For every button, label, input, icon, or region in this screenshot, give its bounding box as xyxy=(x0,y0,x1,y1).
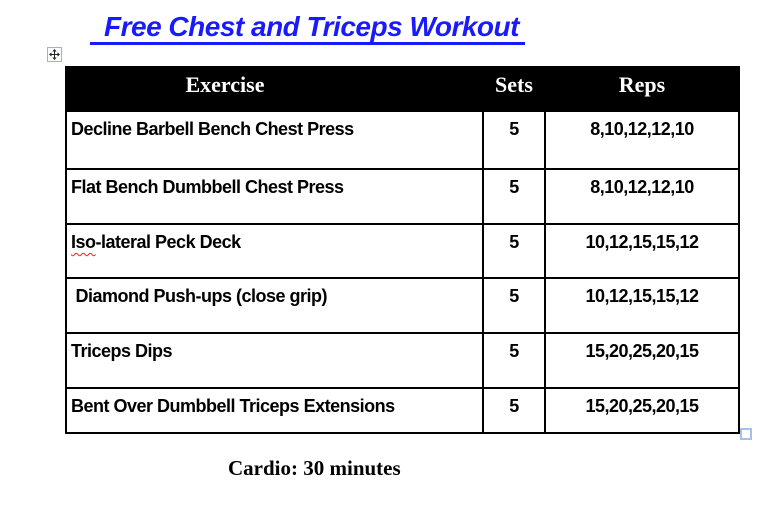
reps-cell[interactable]: 10,12,15,15,12 xyxy=(544,277,740,334)
reps-cell[interactable]: 10,12,15,15,12 xyxy=(544,223,740,279)
table-row: Triceps Dips 5 15,20,25,20,15 xyxy=(65,332,740,389)
header-reps[interactable]: Reps xyxy=(544,66,740,112)
move-icon xyxy=(49,49,60,60)
header-exercise[interactable]: Exercise xyxy=(65,66,484,112)
sets-cell[interactable]: 5 xyxy=(482,168,546,225)
exercise-cell[interactable]: Triceps Dips xyxy=(65,332,484,389)
table-row: Diamond Push-ups (close grip) 5 10,12,15… xyxy=(65,277,740,334)
reps-cell[interactable]: 15,20,25,20,15 xyxy=(544,387,740,434)
page-title[interactable]: Free Chest and Triceps Workout xyxy=(90,12,525,45)
header-sets[interactable]: Sets xyxy=(482,66,546,112)
table-row: Decline Barbell Bench Chest Press 5 8,10… xyxy=(65,110,740,170)
sets-cell[interactable]: 5 xyxy=(482,277,546,334)
exercise-text-rest[interactable]: -lateral Peck Deck xyxy=(95,232,242,252)
cardio-note[interactable]: Cardio: 30 minutes xyxy=(228,456,401,480)
table-row: Iso-lateral Peck Deck 5 10,12,15,15,12 xyxy=(65,223,740,279)
exercise-cell[interactable]: Bent Over Dumbbell Triceps Extensions xyxy=(65,387,484,434)
workout-table: Exercise Sets Reps Decline Barbell Bench… xyxy=(65,66,740,434)
misspelled-word[interactable]: Iso xyxy=(71,232,96,252)
exercise-cell[interactable]: Diamond Push-ups (close grip) xyxy=(65,277,484,334)
table-row: Bent Over Dumbbell Triceps Extensions 5 … xyxy=(65,387,740,434)
reps-cell[interactable]: 8,10,12,12,10 xyxy=(544,168,740,225)
table-resize-handle[interactable] xyxy=(740,428,752,440)
table-header-row: Exercise Sets Reps xyxy=(65,66,740,112)
page-title-text[interactable]: Free Chest and Triceps Workout xyxy=(90,12,525,45)
sets-cell[interactable]: 5 xyxy=(482,223,546,279)
table-move-handle[interactable] xyxy=(47,47,62,62)
exercise-cell[interactable]: Iso-lateral Peck Deck xyxy=(65,223,484,279)
table-row: Flat Bench Dumbbell Chest Press 5 8,10,1… xyxy=(65,168,740,225)
sets-cell[interactable]: 5 xyxy=(482,110,546,170)
sets-cell[interactable]: 5 xyxy=(482,387,546,434)
sets-cell[interactable]: 5 xyxy=(482,332,546,389)
exercise-cell[interactable]: Flat Bench Dumbbell Chest Press xyxy=(65,168,484,225)
reps-cell[interactable]: 15,20,25,20,15 xyxy=(544,332,740,389)
exercise-cell[interactable]: Decline Barbell Bench Chest Press xyxy=(65,110,484,170)
reps-cell[interactable]: 8,10,12,12,10 xyxy=(544,110,740,170)
